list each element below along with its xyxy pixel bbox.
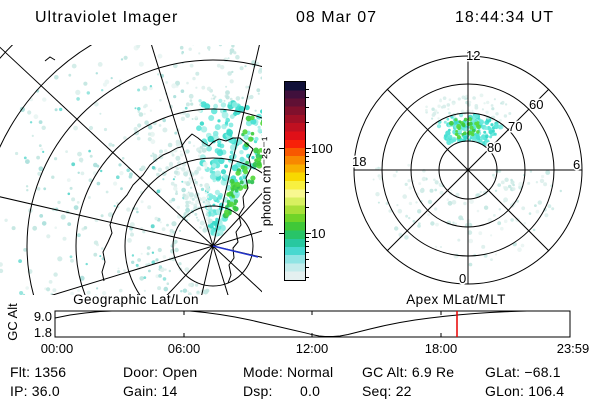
header-date: 08 Mar 07: [296, 9, 378, 26]
status-item: Gain: 14: [123, 383, 178, 399]
meridian-line: [51, 245, 214, 295]
colorbar-tick: [306, 148, 311, 149]
status-item: Seq: 22: [362, 383, 412, 399]
meridian-line: [212, 230, 262, 247]
colorbar-tick: [306, 207, 309, 208]
polar-grid-label: 18: [352, 154, 366, 169]
meridian-line: [212, 245, 262, 293]
status-item: Mode: Normal: [243, 364, 334, 380]
mlt-spoke: [386, 88, 550, 252]
coastline: [101, 133, 254, 282]
status-item: IP: 36.0: [10, 383, 60, 399]
ytick-label-9: 9.0: [33, 309, 52, 324]
colorbar-tick: [306, 107, 309, 108]
meridian-line: [0, 196, 214, 247]
aurora-speckles: [18, 85, 205, 295]
aurora-speckles: [196, 98, 262, 237]
geographic-image-panel: [0, 45, 262, 295]
meridian-line: [212, 245, 229, 295]
left-panel-title: Geographic Lat/Lon: [73, 292, 199, 307]
gc-alt-axis-label: GC Alt: [5, 303, 20, 341]
gc-alt-curve: [54, 310, 570, 337]
meridian-line: [151, 45, 214, 247]
polar-grid-label: 70: [508, 119, 522, 134]
coastline-fragment: [44, 56, 56, 62]
colorbar-tick: [306, 259, 309, 260]
colorbar-tick: [306, 182, 309, 183]
colorbar-tick-label-10: 10: [311, 226, 326, 241]
colorbar-tick: [306, 174, 309, 175]
status-item: Flt: 1356: [10, 364, 67, 380]
status-item: Dsp:: [243, 383, 273, 399]
colorbar-tick: [306, 167, 309, 168]
ytick-label-1.8: 1.8: [33, 325, 52, 340]
colorbar-tick: [306, 252, 309, 253]
status-item: GLon: 106.4: [485, 383, 565, 399]
polar-grid-label: 12: [466, 48, 480, 63]
time-tick-label: 18:00: [424, 341, 458, 356]
latitude-circle: [26, 59, 262, 295]
aurora-speckles: [133, 102, 213, 233]
status-item: GC Alt: 6.9 Re: [362, 364, 455, 380]
status-item: Door: Open: [123, 364, 198, 380]
meridian-line: [212, 45, 260, 247]
polar-grid-label: 0: [459, 271, 466, 286]
colorbar-unit-label: photon cm⁻²s⁻¹: [258, 136, 274, 227]
colorbar-tick: [306, 192, 309, 193]
polar-grid-label: 6: [573, 157, 580, 172]
colorbar-tick-label-100: 100: [311, 141, 333, 156]
colorbar-tick: [306, 233, 311, 234]
colorbar-tick: [306, 122, 309, 123]
meridian-line: [166, 245, 214, 295]
latitude-circle: [75, 108, 262, 295]
colorbar-tick: [306, 156, 309, 157]
colorbar-tick: [306, 161, 309, 162]
meridian-line: [0, 46, 214, 247]
colorbar-tick: [306, 152, 309, 153]
colorbar-tick: [306, 241, 309, 242]
time-tick-label: 23:59: [556, 341, 590, 356]
colorbar: [284, 81, 306, 281]
meridian-line: [212, 245, 262, 258]
meridian-line: [212, 192, 262, 247]
coastline: [227, 148, 254, 284]
app-title: Ultraviolet Imager: [35, 9, 179, 26]
colorbar-tick: [279, 148, 284, 149]
time-tick-label: 12:00: [295, 341, 329, 356]
header-time: 18:44:34 UT: [455, 9, 555, 26]
colorbar-tick: [306, 237, 309, 238]
meridian-line: [201, 245, 214, 295]
latitude-circle: [172, 205, 254, 287]
status-item: 0.0: [300, 383, 321, 399]
colorbar-tick: [306, 89, 309, 90]
aurora-speckles: [449, 117, 481, 140]
right-panel-title: Apex MLat/MLT: [406, 292, 506, 307]
aurora-speckles: [372, 163, 562, 267]
aurora-speckles: [222, 115, 262, 219]
polar-grid-label: 80: [487, 140, 501, 155]
colorbar-tick: [306, 277, 309, 278]
orbit-track-line: [212, 245, 259, 258]
time-tick-label: 06:00: [167, 341, 201, 356]
status-item: GLat: −68.1: [485, 364, 561, 380]
aurora-speckles: [0, 45, 211, 295]
latitude-circle: [124, 157, 262, 295]
colorbar-tick: [306, 97, 309, 98]
time-tick-label: 00:00: [40, 341, 74, 356]
colorbar-tick: [306, 267, 309, 268]
polar-grid-label: 60: [529, 97, 543, 112]
colorbar-tick: [279, 233, 284, 234]
colorbar-tick: [306, 246, 309, 247]
gc-alt-plot: [54, 310, 571, 338]
